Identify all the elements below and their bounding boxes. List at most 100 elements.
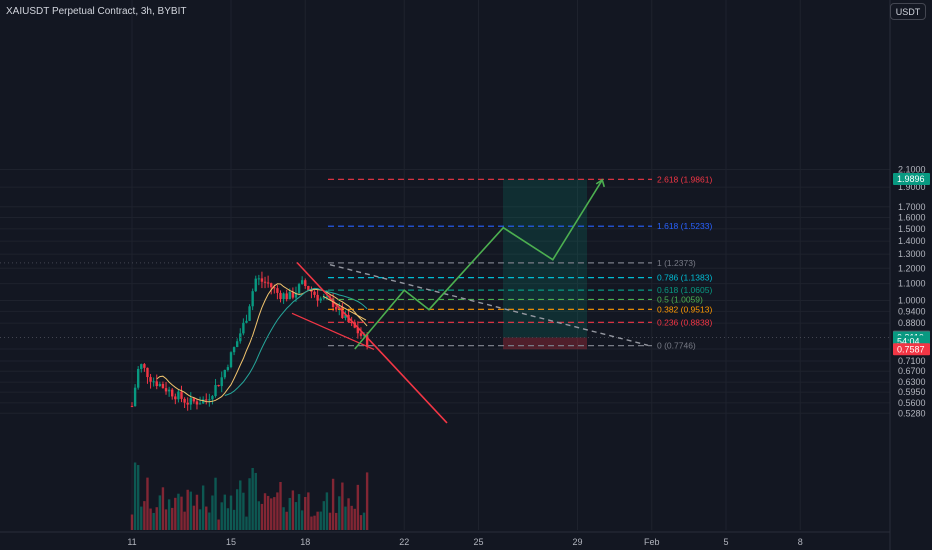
candle-body: [229, 352, 233, 368]
candle-body: [344, 314, 347, 318]
time-tick-label: Feb: [644, 537, 660, 547]
volume-bar: [350, 505, 353, 530]
price-tick-label: 1.6000: [898, 213, 926, 223]
volume-bar: [152, 512, 155, 530]
candle-body: [266, 282, 270, 284]
volume-bar: [313, 515, 316, 530]
price-tick-label: 0.7100: [898, 356, 926, 366]
price-badge-text: 0.7587: [897, 344, 925, 354]
time-tick-label: 15: [226, 537, 236, 547]
volume-bar: [270, 498, 273, 530]
grid: [0, 0, 891, 550]
candle-body: [251, 291, 254, 307]
volume-bar: [161, 487, 165, 530]
volume-bar: [177, 493, 180, 530]
volume-bar: [266, 495, 270, 530]
candle-body: [220, 377, 223, 387]
candle-body: [341, 306, 344, 318]
volume-bar: [214, 477, 217, 530]
price-tick-label: 0.6300: [898, 377, 926, 387]
candle-body: [136, 368, 140, 388]
fib-label: 0.5 (1.0059): [657, 294, 703, 304]
volume-bar: [297, 494, 301, 530]
candle-body: [146, 367, 149, 378]
volume-bar: [167, 499, 171, 530]
candle-body: [195, 401, 199, 405]
volume-bar: [260, 503, 264, 530]
candle-body: [242, 322, 245, 334]
candle-body: [232, 347, 236, 353]
candle-body: [325, 296, 329, 298]
volume-bar: [353, 508, 356, 530]
candle-body: [208, 399, 211, 401]
volume-bar: [130, 514, 134, 530]
fib-label: 0.618 (1.0605): [657, 285, 712, 295]
candle-body: [183, 398, 186, 403]
volume-bar: [183, 511, 186, 530]
time-tick-label: 5: [723, 537, 728, 547]
candle-body: [192, 398, 196, 402]
candle-body: [322, 297, 326, 299]
candle-body: [310, 290, 313, 292]
price-tick-label: 0.5280: [898, 408, 926, 418]
fib-label: 0.786 (1.1383): [657, 273, 712, 283]
candle-body: [294, 292, 298, 298]
volume-bar: [254, 472, 257, 530]
volume-bar: [316, 511, 319, 530]
volume-bar: [158, 495, 162, 530]
candle-body: [140, 364, 143, 369]
volume-bar: [285, 511, 288, 530]
time-axis[interactable]: 11 15 18 22 25 29 Feb 5 8: [127, 537, 802, 547]
volume-bar: [263, 493, 267, 530]
currency-button[interactable]: USDT: [890, 3, 926, 20]
candle-body: [180, 391, 183, 399]
candle-body: [291, 292, 295, 298]
volume-bar: [146, 477, 149, 530]
candle-body: [214, 385, 217, 397]
volume-bar: [365, 472, 369, 530]
volume-bar: [140, 506, 143, 530]
fib-label: 0.382 (0.9513): [657, 304, 712, 314]
candle-body: [152, 381, 155, 383]
volume-bar: [149, 508, 152, 530]
price-tick-label: 0.9400: [898, 306, 926, 316]
volume-bar: [338, 496, 341, 530]
candle-body: [217, 385, 220, 387]
candle-body: [189, 398, 192, 405]
candle-body: [245, 320, 248, 323]
volume-bar: [205, 506, 208, 530]
candle-body: [260, 278, 264, 282]
time-tick-label: 25: [473, 537, 483, 547]
candle-body: [276, 288, 279, 293]
fib-label: 0.236 (0.8838): [657, 317, 712, 327]
price-tick-label: 1.0000: [898, 296, 926, 306]
candle-body: [279, 292, 282, 300]
volume-bar: [325, 492, 329, 530]
candle-body: [297, 284, 301, 293]
volume-bar: [242, 492, 245, 530]
volume-bar: [201, 485, 205, 530]
volume-bar: [251, 467, 254, 530]
price-badge: [893, 343, 930, 356]
price-tick-label: 1.5000: [898, 224, 926, 234]
candle-body: [356, 327, 360, 334]
moving-averages: [156, 283, 368, 403]
candle-body: [316, 294, 319, 301]
volume-bar: [347, 498, 350, 530]
candle-body: [300, 280, 304, 285]
drawings: [291, 178, 649, 424]
volume-bar: [362, 512, 366, 530]
time-tick-label: 22: [399, 537, 409, 547]
candle-body: [161, 384, 165, 389]
price-badges: 1.98960.81480.811054:040.7587: [893, 173, 930, 356]
volume-bar: [171, 507, 174, 530]
volume-bar: [208, 512, 211, 530]
ma-slow-line: [224, 287, 368, 396]
volume-bar: [341, 482, 344, 530]
price-tick-label: 1.2000: [898, 263, 926, 273]
fib-label: 2.618 (1.9861): [657, 174, 712, 184]
candle-body: [282, 293, 285, 300]
volume-bar: [279, 482, 282, 530]
